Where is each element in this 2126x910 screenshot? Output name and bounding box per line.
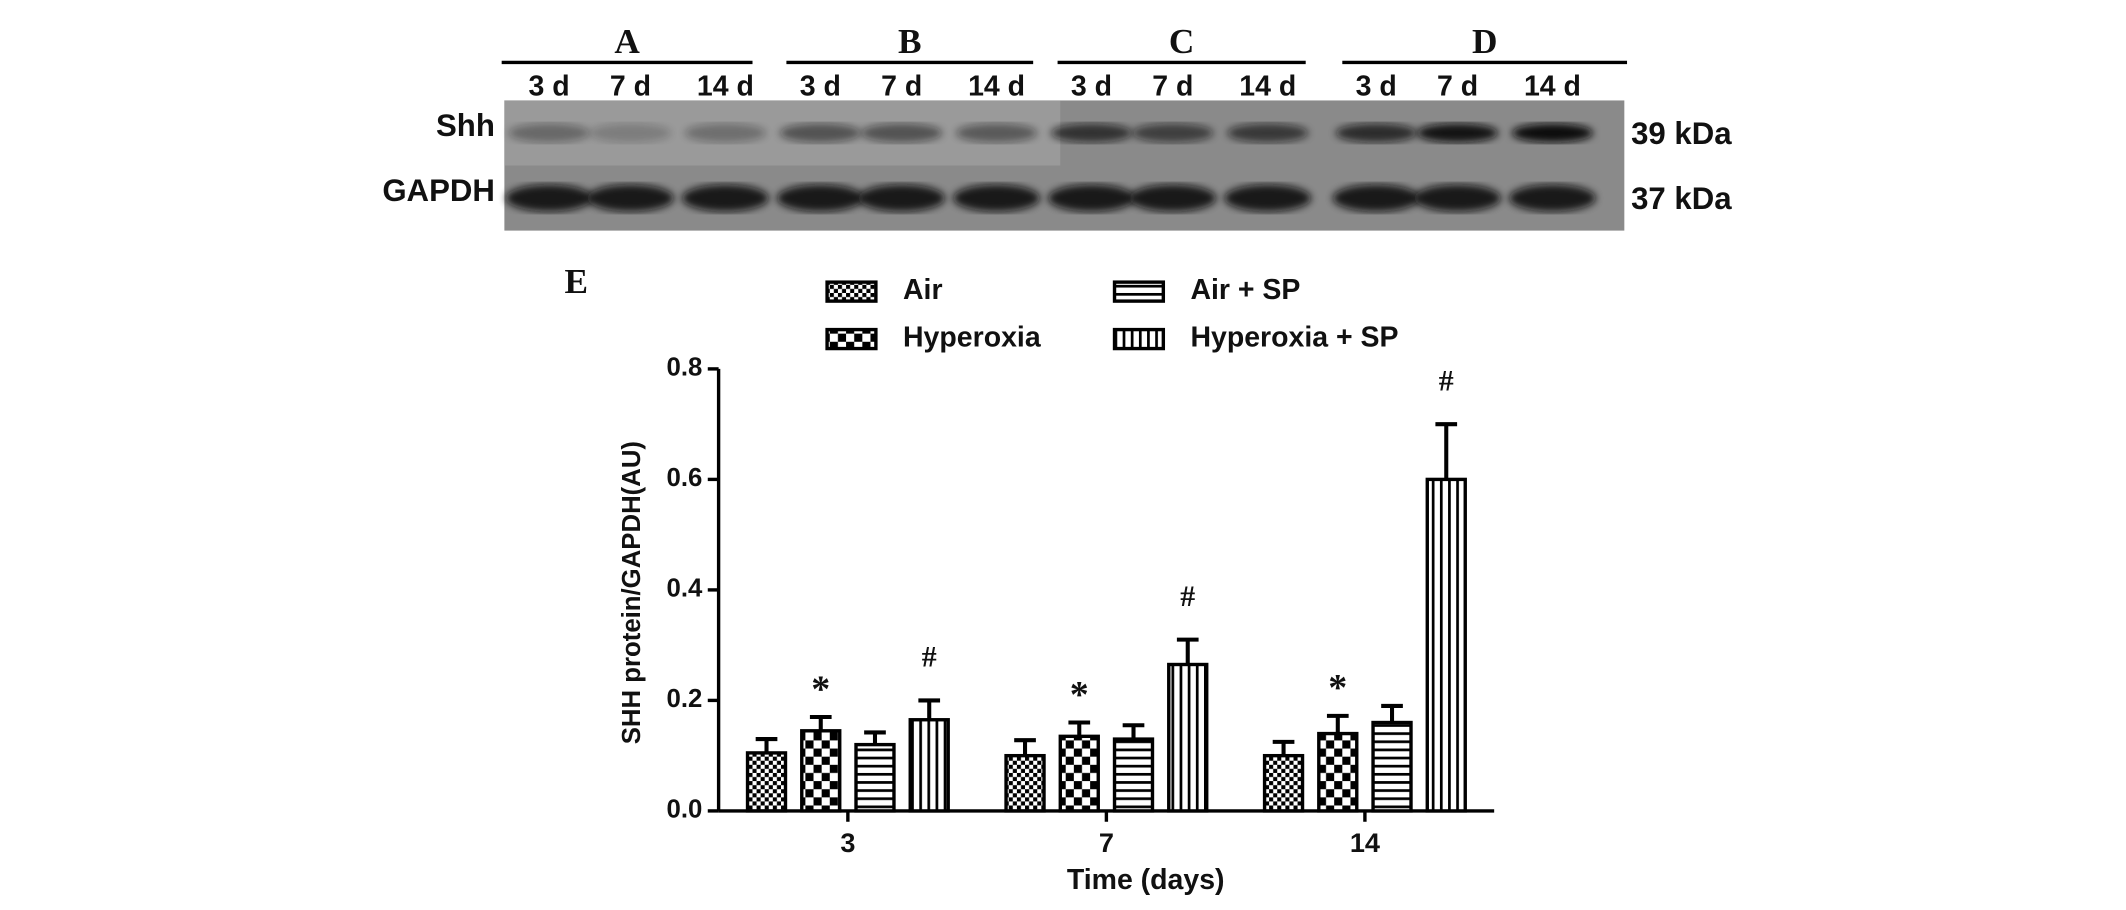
group-label: B <box>898 22 922 61</box>
panel-label: E <box>564 262 588 301</box>
band <box>589 123 672 143</box>
x-axis-label: Time (days) <box>1067 864 1225 896</box>
x-tick-label: 3 <box>840 827 855 858</box>
annotation: * <box>811 668 830 710</box>
lane-label: 7 d <box>1152 71 1193 103</box>
band <box>505 184 593 212</box>
size-label: 37 kDa <box>1631 181 1732 216</box>
band <box>1227 123 1309 143</box>
annotation: # <box>1439 364 1454 397</box>
group-label: C <box>1169 22 1194 61</box>
bar <box>854 742 896 813</box>
bar <box>1167 662 1209 813</box>
lane-label: 14 d <box>1239 71 1296 103</box>
lane-label: 7 d <box>1437 71 1478 103</box>
bar <box>800 729 842 813</box>
band <box>508 123 590 143</box>
band <box>682 184 769 212</box>
legend-label: Air + SP <box>1190 274 1300 306</box>
band <box>1050 123 1133 143</box>
lane-label: 7 d <box>610 71 651 103</box>
band <box>779 123 861 143</box>
legend-swatch <box>1112 327 1166 351</box>
annotation: * <box>1328 667 1347 709</box>
bar <box>1317 731 1359 813</box>
row-label: Shh <box>436 108 495 143</box>
lane-label: 14 d <box>697 71 754 103</box>
band <box>1416 123 1499 143</box>
band <box>955 123 1038 143</box>
y-tick-label: 0.6 <box>667 464 703 492</box>
size-label: 39 kDa <box>1631 116 1732 151</box>
band <box>1509 184 1596 212</box>
band <box>1224 184 1312 212</box>
band <box>858 184 946 212</box>
bar <box>745 751 788 813</box>
row-label: GAPDH <box>382 173 495 208</box>
legend-swatch <box>825 327 878 351</box>
y-tick-label: 0.4 <box>667 575 703 603</box>
bar <box>1262 753 1305 813</box>
lane-label: 3 d <box>1356 71 1397 103</box>
band <box>587 184 674 212</box>
lane-label: 14 d <box>1524 71 1581 103</box>
band <box>860 123 943 143</box>
bar <box>1004 753 1046 813</box>
legend-swatch <box>1112 280 1166 303</box>
legend-label: Hyperoxia + SP <box>1190 322 1398 354</box>
band <box>1511 123 1594 143</box>
band <box>1048 184 1135 212</box>
y-tick-label: 0.2 <box>667 685 703 713</box>
band <box>1332 184 1420 212</box>
lane-label: 3 d <box>800 71 841 103</box>
band <box>776 184 864 212</box>
x-tick-label: 14 <box>1350 827 1380 858</box>
bar <box>1112 737 1155 813</box>
legend-label: Air <box>903 274 943 306</box>
y-axis-label: SHH protein/GAPDH(AU) <box>618 441 646 744</box>
band <box>1335 123 1417 143</box>
band <box>1132 123 1214 143</box>
y-tick-label: 0.0 <box>667 796 703 824</box>
legend-label: Hyperoxia <box>903 322 1042 354</box>
band <box>953 184 1040 212</box>
group-label: D <box>1472 22 1497 61</box>
x-tick-label: 7 <box>1099 827 1114 858</box>
band <box>1414 184 1501 212</box>
lane-label: 3 d <box>1071 71 1112 103</box>
annotation: # <box>1180 580 1195 613</box>
group-label: A <box>614 22 640 61</box>
bar <box>1425 477 1467 813</box>
legend-swatch <box>825 280 878 303</box>
lane-label: 3 d <box>529 71 570 103</box>
y-tick-label: 0.8 <box>667 354 703 382</box>
bar <box>1371 720 1413 813</box>
band <box>1129 184 1217 212</box>
lane-label: 14 d <box>968 71 1025 103</box>
bar <box>1058 734 1100 813</box>
bar <box>908 718 950 813</box>
annotation: # <box>922 641 937 674</box>
band <box>684 123 767 143</box>
lane-label: 7 d <box>881 71 922 103</box>
annotation: * <box>1070 674 1089 716</box>
